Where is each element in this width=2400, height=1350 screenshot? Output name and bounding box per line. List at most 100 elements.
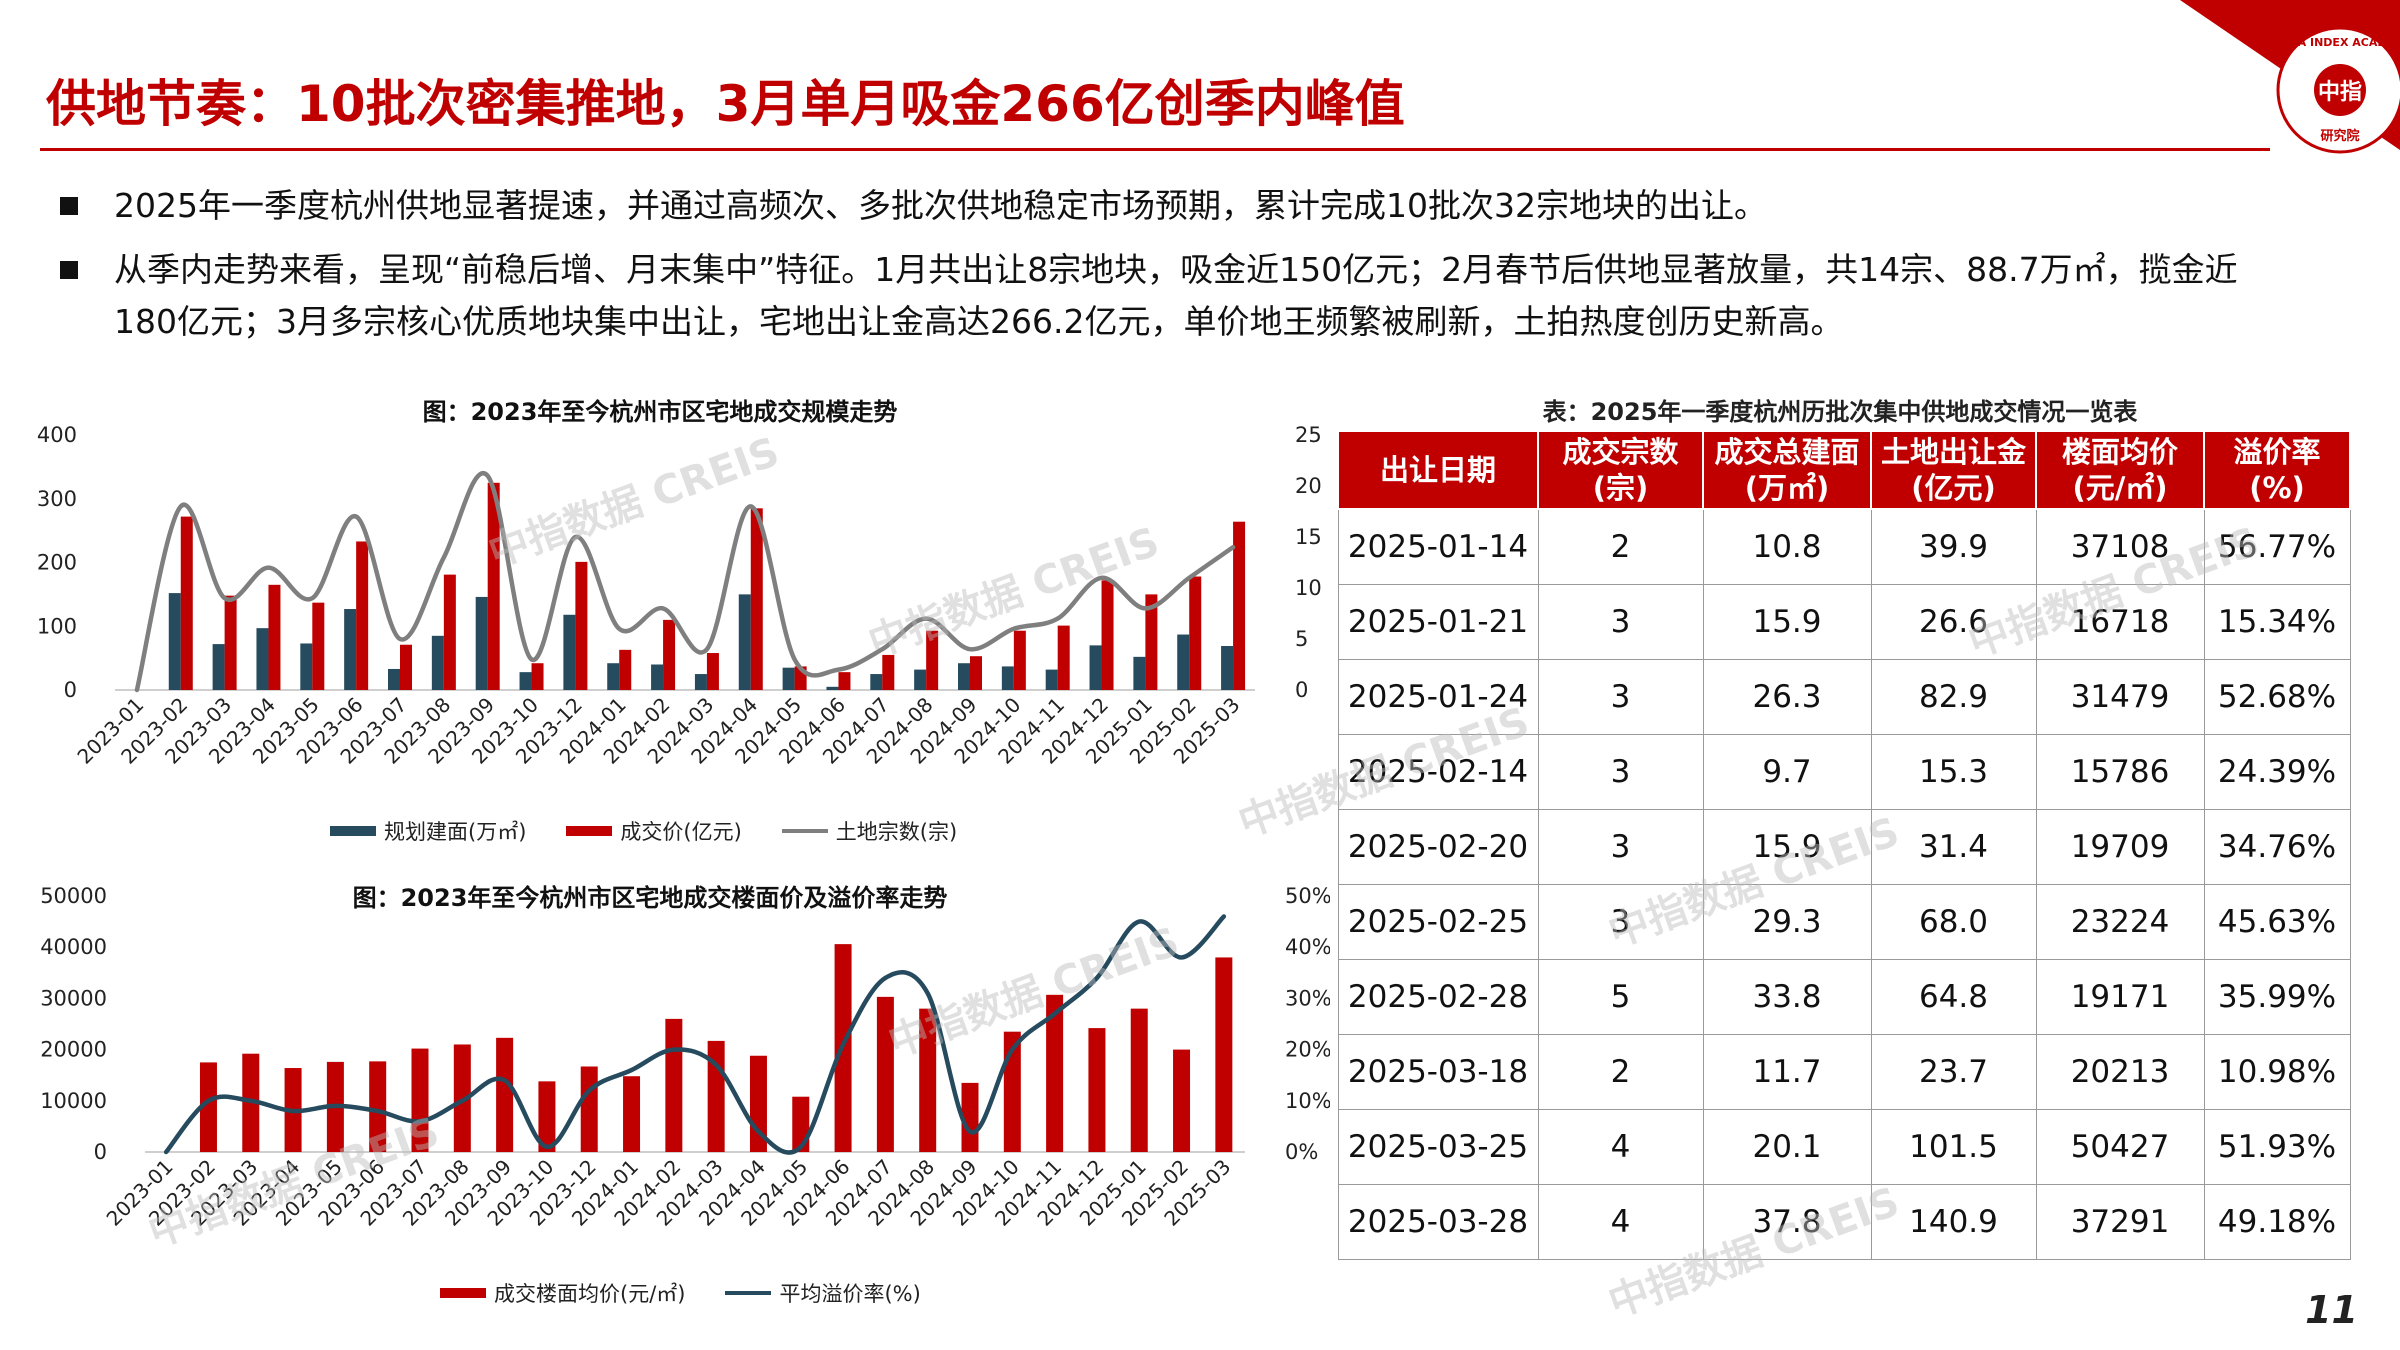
chart2-title: 图：2023年至今杭州市区宅地成交楼面价及溢价率走势 (352, 884, 948, 912)
table-cell: 15786 (2035, 734, 2205, 810)
bar-price (268, 584, 281, 690)
y-right-tick-label: 30% (1285, 986, 1330, 1010)
bar-area (1177, 634, 1190, 690)
bar-floor-price (876, 996, 894, 1152)
bar-area (1001, 666, 1014, 690)
bar-floor-price (665, 1018, 683, 1152)
y-right-tick-label: 0% (1285, 1140, 1318, 1164)
land-transaction-table: 出让日期 成交宗数 (宗) 成交总建面 (万㎡) 土地出让金 (亿元) 楼面均价 (元/… (1337, 430, 2351, 1260)
table-cell: 9.7 (1702, 734, 1872, 810)
legend-item: 成交价(亿元) (566, 816, 742, 846)
y-right-tick-label: 50% (1285, 884, 1330, 908)
bullet-item: 2025年一季度杭州供地显著提速，并通过高频次、多批次供地稳定市场预期，累计完成… (56, 180, 2296, 232)
y-left-tick-label: 10000 (40, 1089, 107, 1113)
table-cell: 15.9 (1702, 584, 1872, 660)
table-cell: 68.0 (1870, 884, 2037, 960)
table-header-row: 出让日期 成交宗数 (宗) 成交总建面 (万㎡) 土地出让金 (亿元) 楼面均价 (元/… (1337, 430, 2351, 510)
chart1-svg: 010020030040005101520252023-012023-02202… (37, 423, 1322, 769)
chart2-legend: 成交楼面均价(元/㎡) 平均溢价率(%) (440, 1278, 921, 1308)
bar-price (1189, 576, 1202, 690)
table-cell: 37291 (2035, 1184, 2205, 1260)
legend-label-premium: 平均溢价率(%) (779, 1282, 921, 1306)
table-cell: 2025-03-28 (1337, 1184, 1539, 1260)
table-cell: 31.4 (1870, 809, 2037, 885)
bar-area (1089, 645, 1102, 690)
y-left-tick-label: 30000 (40, 986, 107, 1010)
table-cell: 2 (1537, 508, 1704, 585)
table-cell: 26.6 (1870, 584, 2037, 660)
table-cell: 52.68% (2203, 659, 2351, 735)
y-right-tick-label: 10% (1285, 1089, 1330, 1113)
table-cell: 15.9 (1702, 809, 1872, 885)
bar-area (694, 674, 707, 690)
bar-floor-price (580, 1066, 598, 1152)
table-cell: 3 (1537, 884, 1704, 960)
bar-floor-price (453, 1044, 471, 1152)
bar-area (826, 686, 839, 690)
y-left-tick-label: 200 (37, 551, 77, 575)
logo-bottom-text: 研究院 (2320, 128, 2359, 144)
table-cell: 101.5 (1870, 1109, 2037, 1185)
table-cell: 23224 (2035, 884, 2205, 960)
table-cell: 20.1 (1702, 1109, 1872, 1185)
table-row: 2025-02-28 5 33.8 64.8 19171 35.99% (1337, 959, 2351, 1035)
bullet-square-icon (60, 197, 78, 215)
table-cell: 39.9 (1870, 508, 2037, 585)
table-cell: 34.76% (2203, 809, 2351, 885)
legend-item: 规划建面(万㎡) (330, 816, 526, 846)
y-left-tick-label: 300 (37, 487, 77, 511)
bar-price (619, 649, 632, 690)
table-cell: 2025-02-28 (1337, 959, 1539, 1035)
table-cell: 11.7 (1702, 1034, 1872, 1110)
table-row: 2025-01-14 2 10.8 39.9 37108 56.77% (1337, 508, 2351, 585)
table-cell: 15.3 (1870, 734, 2037, 810)
table-cell: 37108 (2035, 508, 2205, 585)
bar-price (706, 653, 719, 690)
bar-price (400, 644, 412, 690)
table-row: 2025-01-24 3 26.3 82.9 31479 52.68% (1337, 659, 2351, 735)
legend-swatch-count (781, 829, 828, 833)
bar-area (168, 593, 181, 690)
bullet-square-icon (60, 261, 78, 279)
table-cell: 2025-02-20 (1337, 809, 1539, 885)
table-cell: 3 (1537, 659, 1704, 735)
table-cell: 19709 (2035, 809, 2205, 885)
bar-floor-price (369, 1061, 387, 1152)
table-cell: 2025-03-18 (1337, 1034, 1539, 1110)
table-cell: 2025-01-14 (1337, 508, 1539, 585)
table-row: 2025-02-14 3 9.7 15.3 15786 24.39% (1337, 734, 2351, 810)
y-left-tick-label: 40000 (40, 935, 107, 959)
logo-ring-text: CHINA INDEX ACADEMY (2267, 36, 2400, 49)
y-left-tick-label: 0 (94, 1140, 107, 1164)
legend-swatch-floor-price (440, 1288, 486, 1298)
y-left-tick-label: 50000 (40, 884, 107, 908)
col-header-premium: 溢价率 (%) (2203, 430, 2351, 510)
bar-price (224, 595, 237, 690)
y-right-tick-label: 20% (1285, 1038, 1330, 1062)
bar-area (738, 594, 751, 690)
bar-area (388, 668, 400, 690)
table-cell: 2025-03-25 (1337, 1109, 1539, 1185)
bar-area (300, 643, 313, 690)
bar-floor-price (1130, 1008, 1148, 1152)
table-cell: 16718 (2035, 584, 2205, 660)
page-number: 11 (2305, 1288, 2358, 1332)
table-cell: 82.9 (1870, 659, 2037, 735)
bar-price (180, 516, 193, 690)
bar-price (356, 541, 369, 690)
table-cell: 3 (1537, 734, 1704, 810)
col-header-count: 成交宗数 (宗) (1537, 430, 1704, 510)
bar-floor-price (1046, 994, 1064, 1152)
page-title: 供地节奏：10批次密集推地，3月单月吸金266亿创季内峰值 (46, 75, 1405, 133)
bar-area (958, 663, 970, 690)
table-cell: 2 (1537, 1034, 1704, 1110)
table-cell: 51.93% (2203, 1109, 2351, 1185)
legend-label-floor-price: 成交楼面均价(元/㎡) (494, 1282, 686, 1306)
table-row: 2025-01-21 3 15.9 26.6 16718 15.34% (1337, 584, 2351, 660)
bar-area (212, 644, 225, 690)
bar-price (312, 602, 325, 690)
bar-floor-price (1088, 1028, 1106, 1152)
bullet-text: 2025年一季度杭州供地显著提速，并通过高频次、多批次供地稳定市场预期，累计完成… (114, 186, 1767, 225)
chart1-legend: 规划建面(万㎡) 成交价(亿元) 土地宗数(宗) (330, 816, 957, 846)
bar-area (344, 609, 357, 690)
